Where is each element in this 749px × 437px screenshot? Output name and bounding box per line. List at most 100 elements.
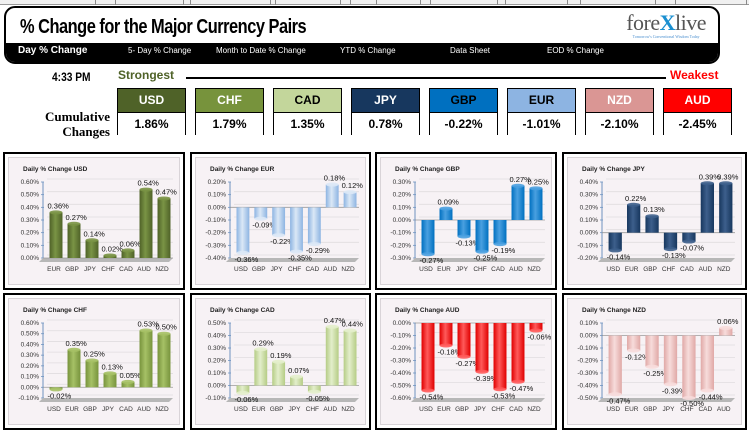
bar [700,183,714,233]
chart-panel-cad[interactable]: Daily % Change CAD 0.50% 0.40% 0.30% 0.20% 0.… [190,293,371,430]
data-label: 0.50% [156,323,178,332]
column-separator [580,0,581,5]
bar-cap [236,250,250,255]
data-label: 0.13% [102,362,124,371]
bar [236,385,250,393]
bar [254,207,268,219]
x-tick-label: USD [234,266,248,273]
bar [343,192,357,208]
x-tick-label: AUD [717,406,731,413]
x-tick-label: CHF [101,266,114,273]
x-tick-label: CAD [305,266,319,273]
data-label: -0.22% [270,237,294,246]
x-tick-label: NZD [527,266,541,273]
tab-data-sheet[interactable]: Data Sheet [450,46,491,55]
bar-cap [139,187,153,192]
x-tick-label: CHF [662,266,675,273]
data-label: 0.22% [625,194,647,203]
chart-panel-gbp[interactable]: Daily % Change GBP 0.30% 0.20% 0.10% 0.00% -0… [375,152,557,290]
bar-cap [325,324,339,329]
x-tick-label: USD [606,266,620,273]
tab-month-to-date-change[interactable]: Month to Date % Change [216,46,306,55]
bar [457,220,471,237]
data-label: -0.47% [510,384,534,393]
tab-5-day-change[interactable]: 5- Day % Change [128,46,192,55]
bar-cap [67,347,81,352]
bar-cap [103,253,117,258]
chart-panel-chf[interactable]: Daily % Change CHF 0.60% 0.50% 0.40% 0.30% 0.… [3,293,185,430]
y-tick-label: 0.30% [21,217,40,224]
bar-cap [608,248,622,253]
bar-cap [700,181,714,186]
data-label: 0.02% [102,244,124,253]
y-tick-label: 0.00% [580,333,599,340]
spreadsheet-column-strip [0,0,749,5]
y-tick-label: 0.10% [208,192,227,199]
bar [475,220,489,252]
chart-panel-usd[interactable]: Daily % Change USD 0.60% 0.50% 0.40% 0.30% 0.… [3,152,185,290]
chart-floor [598,398,735,402]
y-tick-label: -0.30% [205,242,226,249]
forexlive-logo[interactable]: foreXlive Tomorrow's Conventional Wisdom… [626,10,707,40]
bar [121,250,135,258]
column-separator [376,0,377,5]
currency-box-cad: CAD 1.35% [273,88,342,135]
daily-change-chart: Daily % Change JPY 0.40% 0.30% 0.20% 0.10% 0.… [577,166,738,273]
bar-cap [529,186,543,191]
logo-text-post: live [675,10,707,35]
y-tick-label: -0.30% [577,370,598,377]
x-tick-label: USD [606,406,620,413]
y-tick-label: 0.20% [21,363,40,370]
y-tick-label: 0.50% [208,320,227,327]
bar [439,208,453,220]
bar [103,373,117,388]
data-label: -0.29% [306,246,330,255]
bar [645,335,659,367]
y-tick-label: 0.00% [393,320,412,327]
chart-panel-jpy[interactable]: Daily % Change JPY 0.40% 0.30% 0.20% 0.10% 0.… [562,152,747,290]
daily-change-chart: Daily % Change AUD 0.00% -0.10% -0.20% -0.30… [390,307,551,413]
x-tick-label: GBP [455,406,469,413]
currency-code: AUD [664,89,731,113]
chart-title: Daily % Change GBP [395,166,460,173]
x-tick-label: EUR [252,406,266,413]
data-label: -0.36% [235,255,259,264]
y-tick-label: 0.00% [208,204,227,211]
currency-code: CHF [196,89,263,113]
cumulative-change-value: -1.01% [508,113,575,135]
data-label: -0.06% [235,395,259,404]
bar [682,335,696,398]
bar [719,328,733,336]
chart-panel-aud[interactable]: Daily % Change AUD 0.00% -0.10% -0.20% -0.30… [375,293,557,430]
bar [85,240,99,258]
data-label: 0.19% [270,351,292,360]
x-tick-label: CHF [473,266,486,273]
bar [608,232,622,251]
x-tick-label: JPY [271,266,284,273]
y-tick-label: 0.10% [21,242,40,249]
data-label: -0.18% [438,348,462,357]
bar [421,323,435,391]
logo-text-pre: fore [626,10,660,35]
tab-ytd-change[interactable]: YTD % Change [340,46,396,55]
logo-tagline: Tomorrow's Conventional Wisdom Today [632,34,700,39]
x-tick-label: USD [47,406,61,413]
data-label: 0.47% [156,187,178,196]
daily-change-chart: Daily % Change USD 0.60% 0.50% 0.40% 0.30% 0.… [21,166,178,273]
column-separator [95,0,96,5]
chart-floor [411,258,545,262]
bar [325,184,339,208]
chart-panel-eur[interactable]: Daily % Change EUR 0.20% 0.10% 0.00% -0.10% -… [190,152,371,290]
timestamp: 4:33 PM [52,70,91,84]
currency-box-aud: AUD -2.45% [663,88,732,135]
bar-cap [663,382,678,387]
y-tick-label: -0.10% [18,395,39,402]
chart-panel-nzd[interactable]: Daily % Change NZD 0.10% 0.00% -0.10% -0.20%… [562,293,747,430]
x-tick-label: NZD [717,266,731,273]
bar-cap [529,328,543,333]
y-tick-label: -0.60% [390,395,411,402]
x-tick-label: NZD [155,266,169,273]
tab-eod-change[interactable]: EOD % Change [547,46,604,55]
tab-day-change[interactable]: Day % Change [18,45,88,56]
data-label: 0.25% [84,350,106,359]
